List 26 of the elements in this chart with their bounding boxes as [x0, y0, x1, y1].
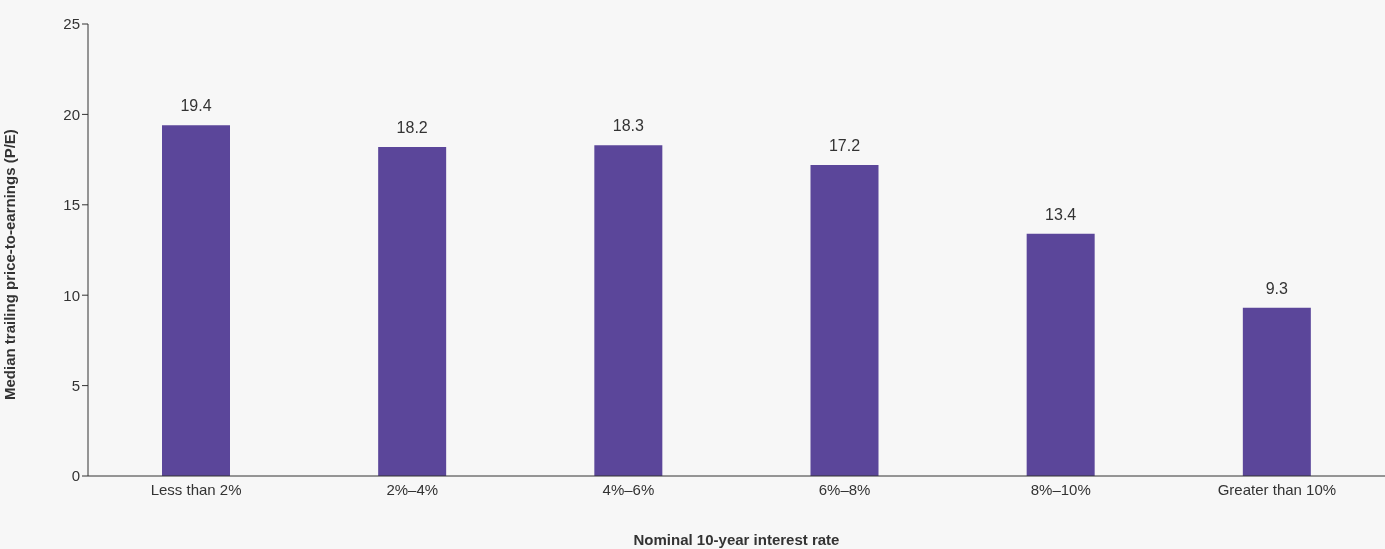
y-tick-label: 15 — [63, 196, 80, 214]
x-tick-label: Greater than 10% — [1217, 480, 1337, 498]
y-axis-title: Median trailing price-to-earnings (P/E) — [1, 129, 19, 400]
data-label: 19.4 — [180, 97, 212, 115]
y-tick-label: 5 — [71, 376, 80, 394]
x-axis-title: Nominal 10-year interest rate — [633, 531, 840, 548]
x-tick-label: Less than 2% — [150, 480, 242, 498]
data-label: 9.3 — [1265, 279, 1289, 297]
data-label: 13.4 — [1045, 205, 1077, 223]
x-tick-label: 6%–8% — [818, 480, 871, 498]
data-label: 17.2 — [828, 137, 861, 155]
y-tick-label: 25 — [63, 15, 80, 33]
x-tick-label: 8%–10% — [1030, 480, 1091, 498]
y-tick-label: 10 — [63, 286, 80, 304]
x-tick-label: 4%–6% — [602, 480, 655, 498]
data-label: 18.2 — [396, 118, 428, 136]
bar — [1026, 233, 1095, 476]
data-label: 18.3 — [612, 117, 645, 135]
bar — [1242, 307, 1311, 476]
x-tick-label: 2%–4% — [386, 480, 439, 498]
y-tick-label: 0 — [71, 467, 80, 485]
bar — [378, 146, 447, 476]
bar — [594, 145, 663, 476]
bar — [162, 125, 230, 476]
y-tick-label: 20 — [63, 105, 80, 123]
bar — [810, 165, 879, 476]
